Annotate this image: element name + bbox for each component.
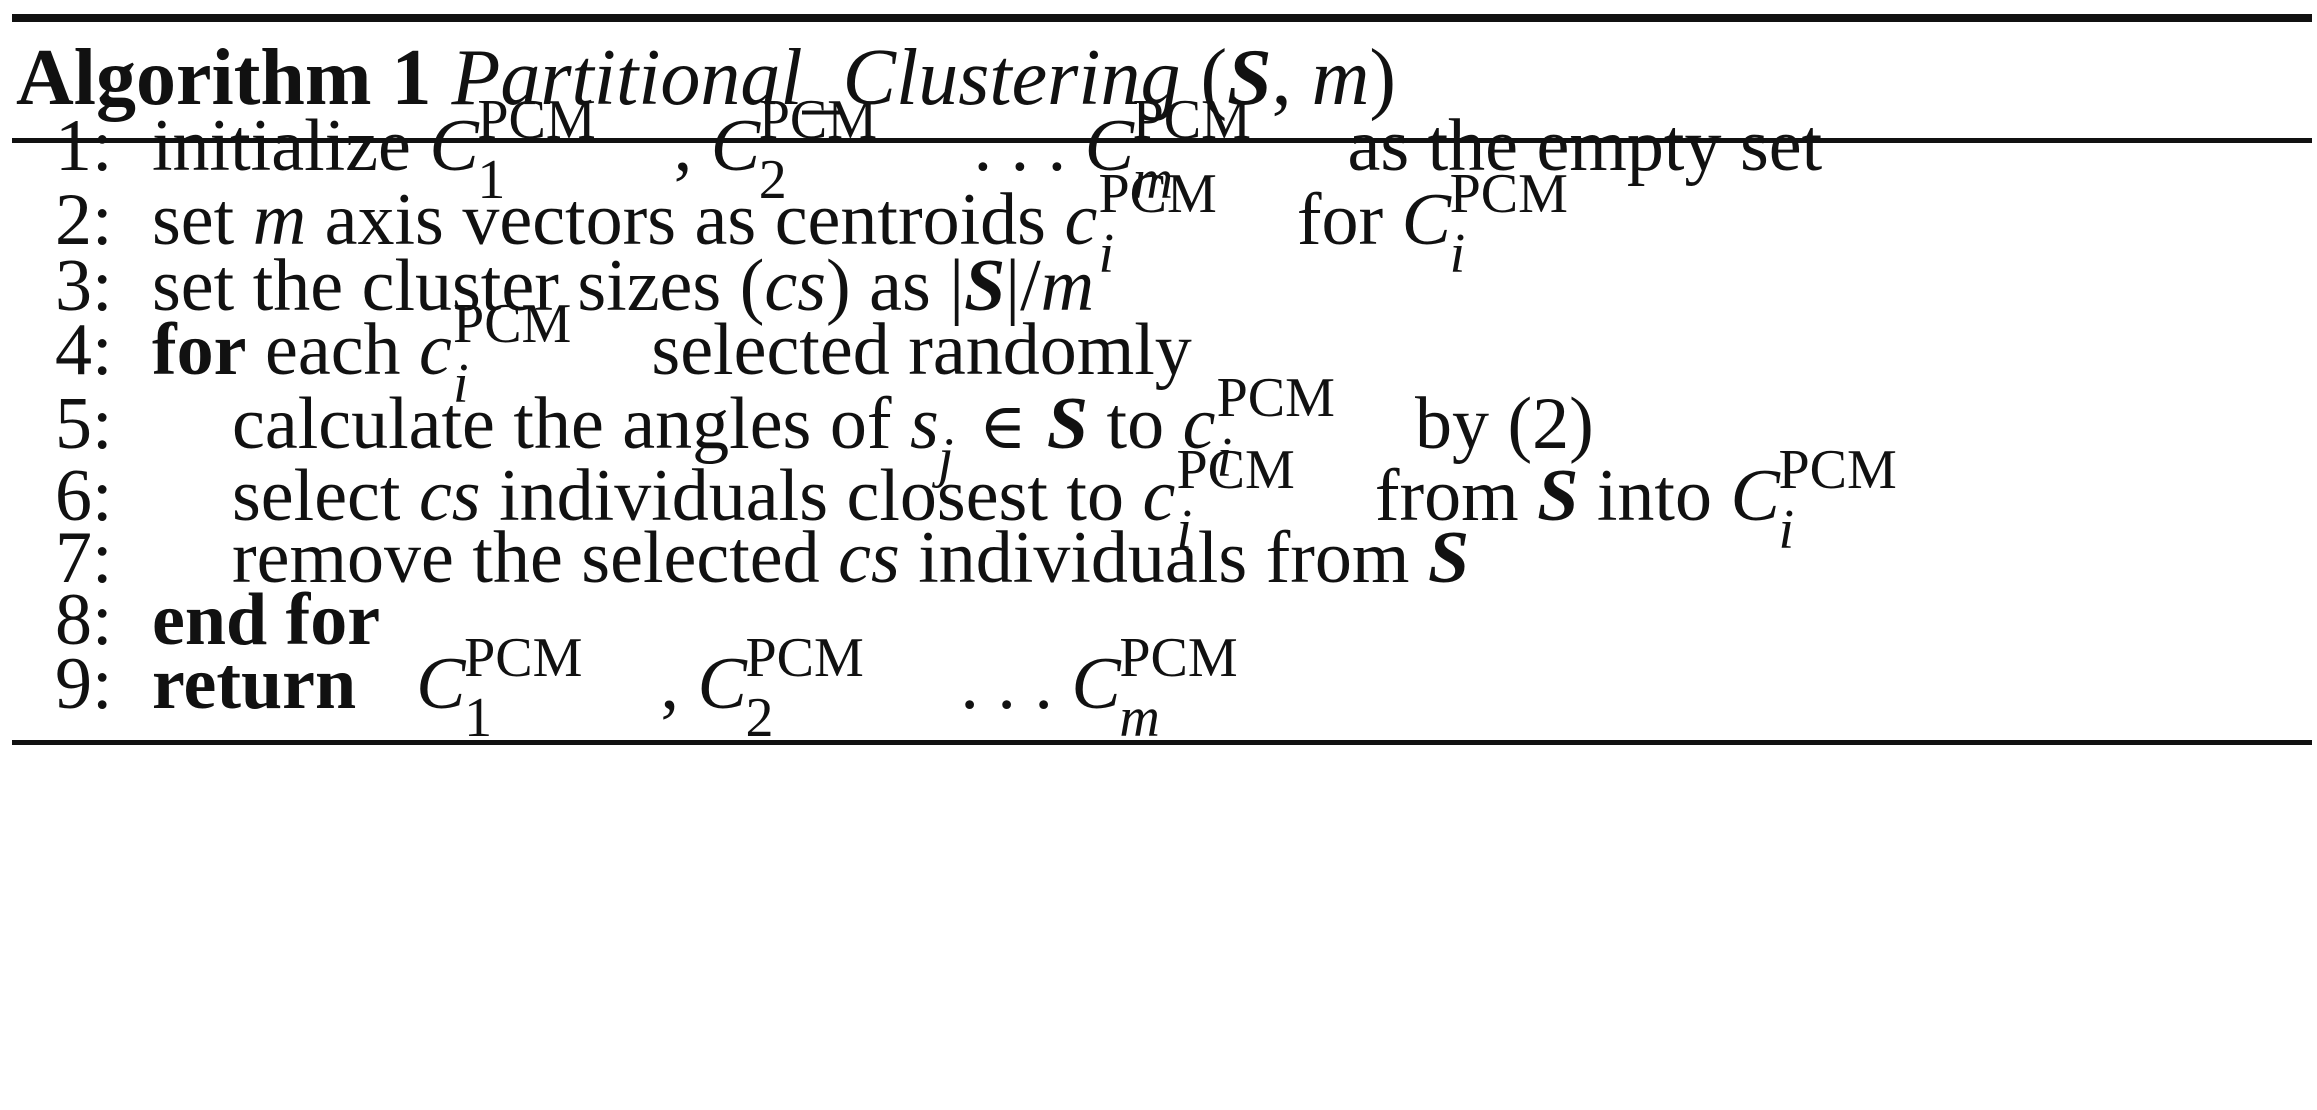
line-body: remove the selected cs individuals from … (232, 508, 1469, 608)
superscript: PCM (1450, 144, 1568, 244)
superscript: PCM (1778, 420, 1896, 520)
superscript: PCM (1176, 420, 1294, 520)
superscript: PCM (1098, 144, 1216, 244)
keyword: return (152, 643, 356, 725)
line-body: return C PCM 1, C PCM 2 . . . C PCM m (152, 634, 1121, 734)
subscript: 1 (464, 668, 492, 768)
subscript: i (1098, 204, 1114, 304)
subscript: m (1119, 668, 1159, 768)
subscript: 2 (746, 668, 774, 768)
subscript: i (1778, 480, 1794, 580)
cluster-symbol: C PCM 2 (698, 634, 747, 734)
cluster-symbol: C PCM i (1402, 170, 1451, 270)
top-rule (12, 14, 2312, 22)
bottom-rule (12, 740, 2312, 745)
line-number: 9: (55, 634, 155, 734)
cluster-symbol: C PCM i (1730, 446, 1779, 546)
ellipsis: . . . (942, 643, 1072, 725)
text: for (1278, 179, 1401, 261)
cluster-symbol: C PCM m (1071, 634, 1120, 734)
var-S: S (1537, 455, 1578, 537)
var-S: S (1428, 517, 1469, 599)
separator: , (661, 643, 698, 725)
subscript: i (1450, 204, 1466, 304)
superscript: PCM (453, 274, 571, 374)
text: into (1578, 455, 1730, 537)
text: individuals from (900, 517, 1428, 599)
cluster-symbol: C PCM 1 (416, 634, 465, 734)
var-cs: cs (838, 517, 900, 599)
